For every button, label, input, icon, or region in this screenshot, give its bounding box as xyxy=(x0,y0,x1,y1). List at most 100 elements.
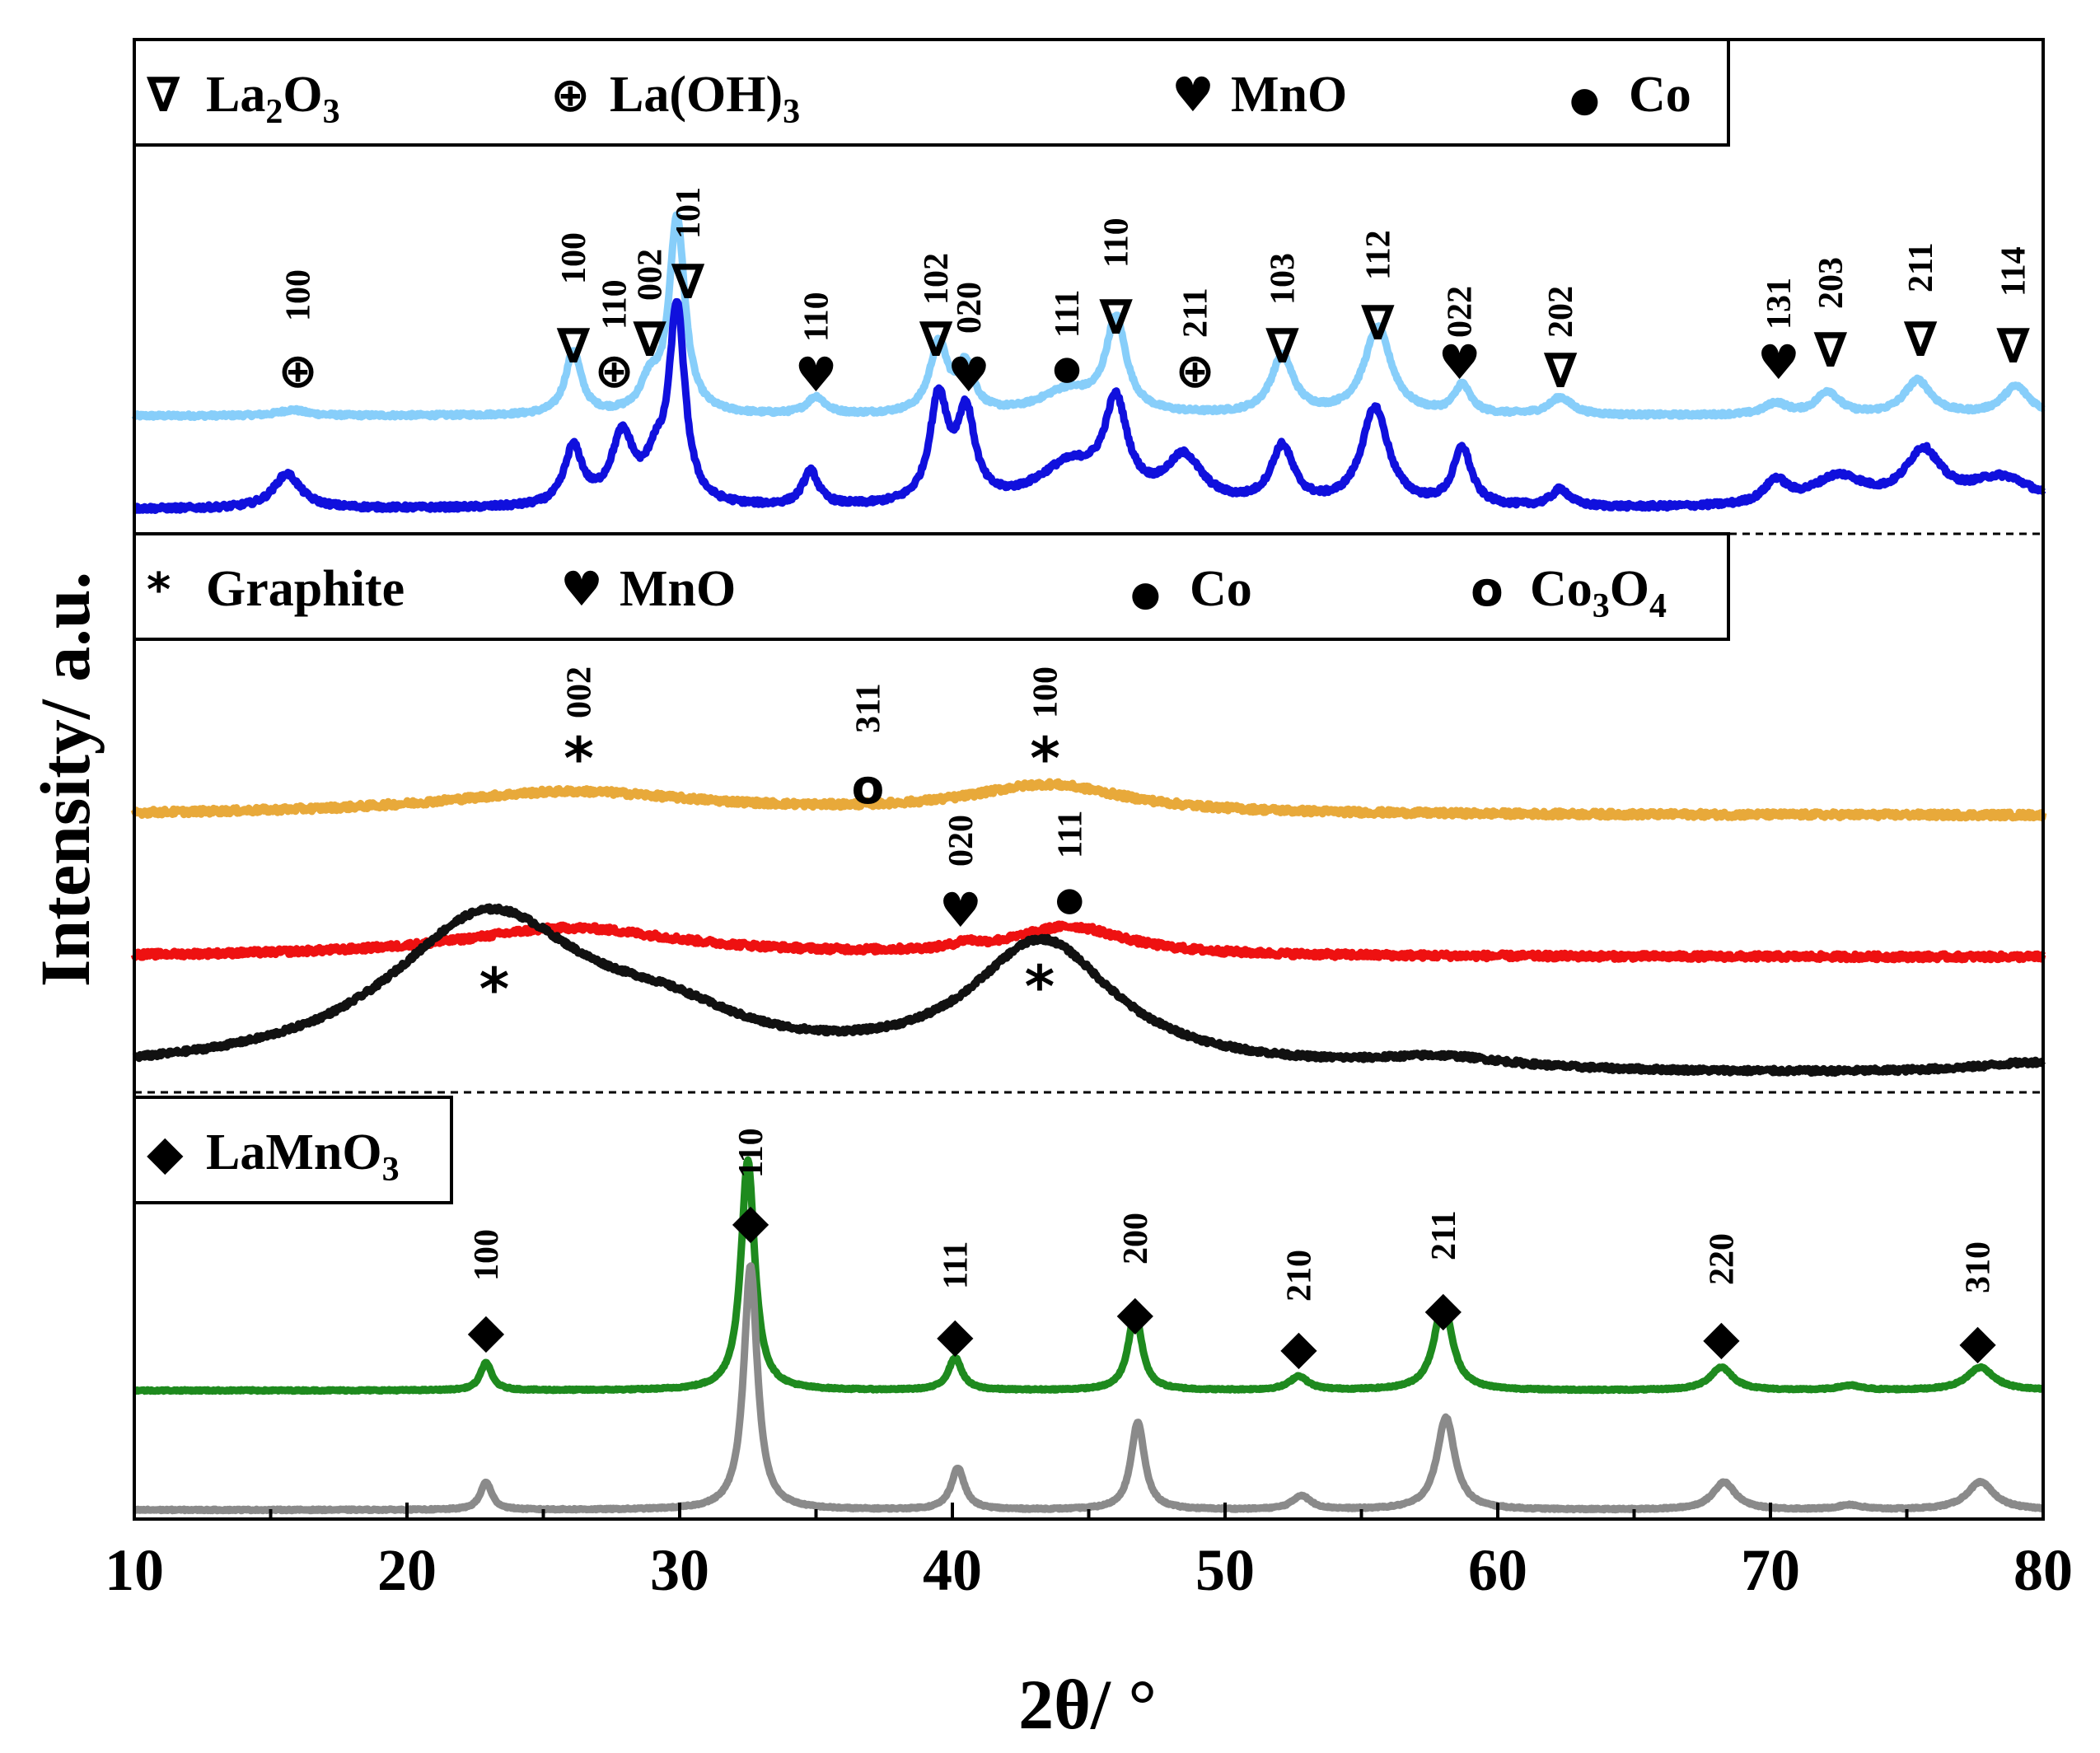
annotation-symbol: ◆ xyxy=(1116,1284,1153,1340)
legend-symbol: * xyxy=(147,563,171,617)
x-tick-label: 50 xyxy=(1195,1537,1255,1603)
series-layer xyxy=(130,211,2047,1515)
legend-symbol: ⊕ xyxy=(550,67,591,123)
annotation-hkl: 020 xyxy=(942,815,980,867)
legend-label: Co xyxy=(1629,67,1691,123)
annotation-hkl: 310 xyxy=(1960,1241,1998,1293)
annotation-hkl: 110 xyxy=(1098,217,1136,268)
annotation-hkl: 101 xyxy=(670,187,708,239)
legend-entry: ⊕ La(OH)3 xyxy=(550,67,800,131)
legend-label: LaMnO3 xyxy=(206,1124,400,1189)
legend-symbol: ◆ xyxy=(147,1124,184,1180)
annotation-symbol: ∇ xyxy=(557,318,591,374)
legend-label: La(OH)3 xyxy=(610,67,800,131)
annotation-hkl: 100 xyxy=(1027,666,1065,718)
legend-entry: ◆ LaMnO3 xyxy=(147,1124,400,1189)
series-gray xyxy=(131,1262,2046,1515)
series-blue xyxy=(131,297,2046,514)
annotation-hkl: 110 xyxy=(732,1128,770,1178)
annotation-hkl: 131 xyxy=(1761,278,1798,330)
legend-symbol: ● xyxy=(1130,573,1161,614)
annotation-symbol: ◆ xyxy=(1280,1319,1317,1375)
annotation-symbol: ♥ xyxy=(1438,334,1481,390)
annotation-symbol: o xyxy=(851,759,884,815)
series-green xyxy=(131,1156,2046,1395)
annotation-hkl: 311 xyxy=(849,683,887,733)
legend-label: La2O3 xyxy=(206,67,340,131)
legend-label: MnO xyxy=(620,561,736,617)
series-orange xyxy=(130,778,2047,822)
annotation-symbol: * xyxy=(479,956,510,1023)
annotation-hkl: 111 xyxy=(937,1241,975,1289)
legend-entry: ● Co xyxy=(1130,561,1252,617)
legend-box-top xyxy=(133,38,1730,147)
annotation-symbol: ⊕ xyxy=(1175,343,1215,399)
annotation-hkl: 110 xyxy=(596,279,634,330)
annotation-symbol: ∇ xyxy=(1265,318,1299,374)
annotation-symbol: * xyxy=(564,725,594,792)
legend-symbol: ● xyxy=(1569,79,1600,119)
legend-symbol: ♥ xyxy=(1172,67,1214,123)
legend-symbol: ♥ xyxy=(560,561,603,617)
annotation-hkl: 022 xyxy=(1442,286,1480,338)
annotation-hkl: 112 xyxy=(1359,230,1397,280)
annotation-hkl: 020 xyxy=(951,282,989,334)
annotation-symbol: ⊕ xyxy=(278,343,318,399)
legend-entry: o Co3O4 xyxy=(1471,561,1667,625)
x-tick-label: 70 xyxy=(1741,1537,1800,1603)
annotation-hkl: 002 xyxy=(632,249,670,301)
annotation-symbol: ∇ xyxy=(1361,295,1395,351)
annotation-hkl: 210 xyxy=(1280,1250,1318,1302)
legend-entry: ● Co xyxy=(1569,67,1691,123)
annotation-symbol: ∇ xyxy=(919,311,953,367)
annotation-hkl: 220 xyxy=(1703,1233,1741,1285)
annotation-symbol: ◆ xyxy=(937,1307,974,1363)
legends: ∇ La2O3 ⊕ La(OH)3 ♥ MnO ● Co * Graphite ♥ MnO ● Co o Co… xyxy=(133,38,1730,1204)
x-tick-label: 20 xyxy=(377,1537,437,1603)
series-red xyxy=(130,920,2046,964)
legend-entry: * Graphite xyxy=(147,561,405,617)
x-tick-label: 30 xyxy=(650,1537,709,1603)
x-tick-label: 80 xyxy=(2013,1537,2073,1603)
x-tick-label: 10 xyxy=(105,1537,164,1603)
legend-symbol: ∇ xyxy=(147,67,180,123)
annotation-hkl: 103 xyxy=(1265,253,1303,305)
annotation-symbol: ♥ xyxy=(939,882,982,938)
annotation-symbol: ◆ xyxy=(1424,1280,1462,1336)
annotation-hkl: 110 xyxy=(798,292,836,342)
x-tick-label: 40 xyxy=(923,1537,982,1603)
annotation-hkl: 114 xyxy=(1995,246,2033,297)
annotation-symbol: ◆ xyxy=(1703,1309,1740,1365)
annotation-hkl: 111 xyxy=(1049,290,1087,338)
annotation-symbol: ◆ xyxy=(468,1302,505,1358)
annotation-hkl: 102 xyxy=(918,253,956,305)
legend-entry: ∇ La2O3 xyxy=(147,67,340,131)
annotation-symbol: * xyxy=(1030,725,1060,792)
legend-box-bottom xyxy=(133,1096,453,1204)
annotation-symbol: ∇ xyxy=(1814,322,1848,378)
legend-symbol: o xyxy=(1471,561,1504,617)
legend-label: Graphite xyxy=(206,561,405,617)
annotation-symbol: ∇ xyxy=(1099,289,1133,345)
legend-entry: ♥ MnO xyxy=(560,561,736,617)
x-tick-label: 60 xyxy=(1468,1537,1527,1603)
annotation-symbol: * xyxy=(1025,953,1055,1021)
annotation-symbol: ● xyxy=(1053,349,1082,387)
annotation-symbol: ♥ xyxy=(795,347,838,403)
annotation-symbol: ∇ xyxy=(671,254,705,310)
annotation-symbol: ∇ xyxy=(1904,311,1938,367)
y-axis-title: Intensity/ a.u. xyxy=(26,572,105,987)
annotation-symbol: ⊕ xyxy=(594,343,634,399)
annotation-hkl: 211 xyxy=(1425,1210,1463,1260)
series-light-blue xyxy=(131,211,2046,422)
plot-frame xyxy=(133,38,2045,1521)
annotation-hkl: 202 xyxy=(1542,286,1580,338)
legend-label: MnO xyxy=(1231,67,1347,123)
peak-annotations: ⊕100∇100⊕110∇002 ∇101♥110 ∇102♥020●111 ∇110… xyxy=(278,187,2032,1375)
annotation-hkl: 111 xyxy=(1051,811,1089,858)
annotation-hkl: 100 xyxy=(280,269,318,321)
annotation-symbol: ◆ xyxy=(1959,1313,1996,1369)
axes: 10 20 30 40 50 60 70 80 xyxy=(105,1503,2073,1603)
annotation-hkl: 100 xyxy=(468,1229,506,1281)
